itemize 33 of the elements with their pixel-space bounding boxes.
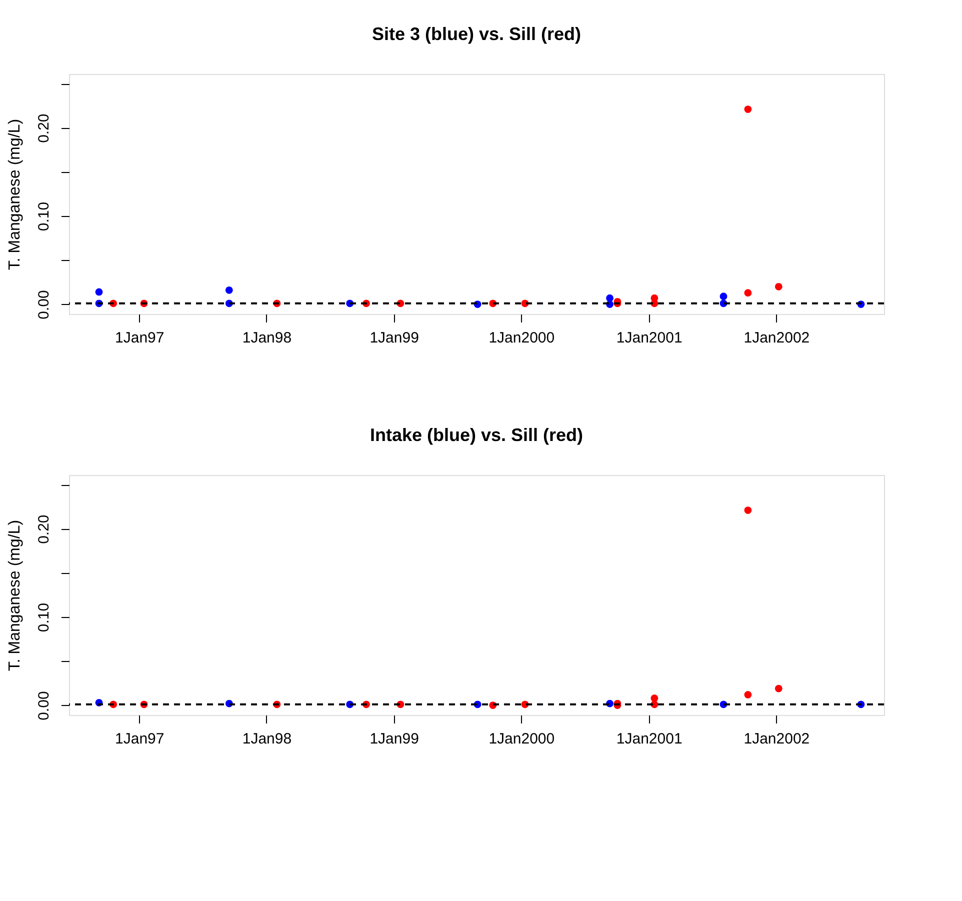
x-tick-label: 1Jan98 — [242, 330, 292, 346]
chart-title: Site 3 (blue) vs. Sill (red) — [372, 24, 582, 44]
x-tick-label: 1Jan97 — [115, 330, 164, 346]
point — [650, 694, 658, 702]
y-tick-label: 0.00 — [36, 691, 52, 720]
x-tick-label: 1Jan2002 — [744, 330, 810, 346]
point — [774, 282, 782, 290]
point — [744, 106, 752, 113]
x-tick-label: 1Jan2000 — [488, 330, 555, 346]
x-tick-label: 1Jan99 — [370, 330, 419, 346]
x-tick-label: 1Jan2000 — [488, 730, 555, 748]
point — [720, 292, 728, 300]
point — [95, 288, 103, 296]
x-tick-label: 1Jan98 — [242, 730, 292, 748]
x-tick-label: 1Jan2001 — [616, 330, 682, 346]
y-tick-label: 0.00 — [36, 290, 52, 320]
y-tick-label: 0.10 — [36, 602, 52, 632]
x-tick-label: 1Jan99 — [370, 730, 419, 748]
point — [774, 684, 782, 692]
point — [744, 289, 752, 297]
y-axis-title: T. Manganese (mg/L) — [6, 520, 24, 672]
chart-title: Intake (blue) vs. Sill (red) — [370, 425, 584, 445]
y-tick-label: 0.20 — [36, 514, 52, 544]
point — [606, 294, 614, 302]
y-tick-label: 0.10 — [36, 202, 52, 232]
point — [744, 691, 752, 698]
x-tick-label: 1Jan2002 — [744, 730, 810, 748]
y-tick-label: 0.20 — [36, 114, 52, 143]
point — [744, 506, 752, 514]
x-tick-label: 1Jan2001 — [616, 730, 682, 748]
x-tick-label: 1Jan97 — [115, 730, 164, 748]
point — [225, 286, 233, 294]
y-axis-title: T. Manganese (mg/L) — [6, 118, 24, 270]
